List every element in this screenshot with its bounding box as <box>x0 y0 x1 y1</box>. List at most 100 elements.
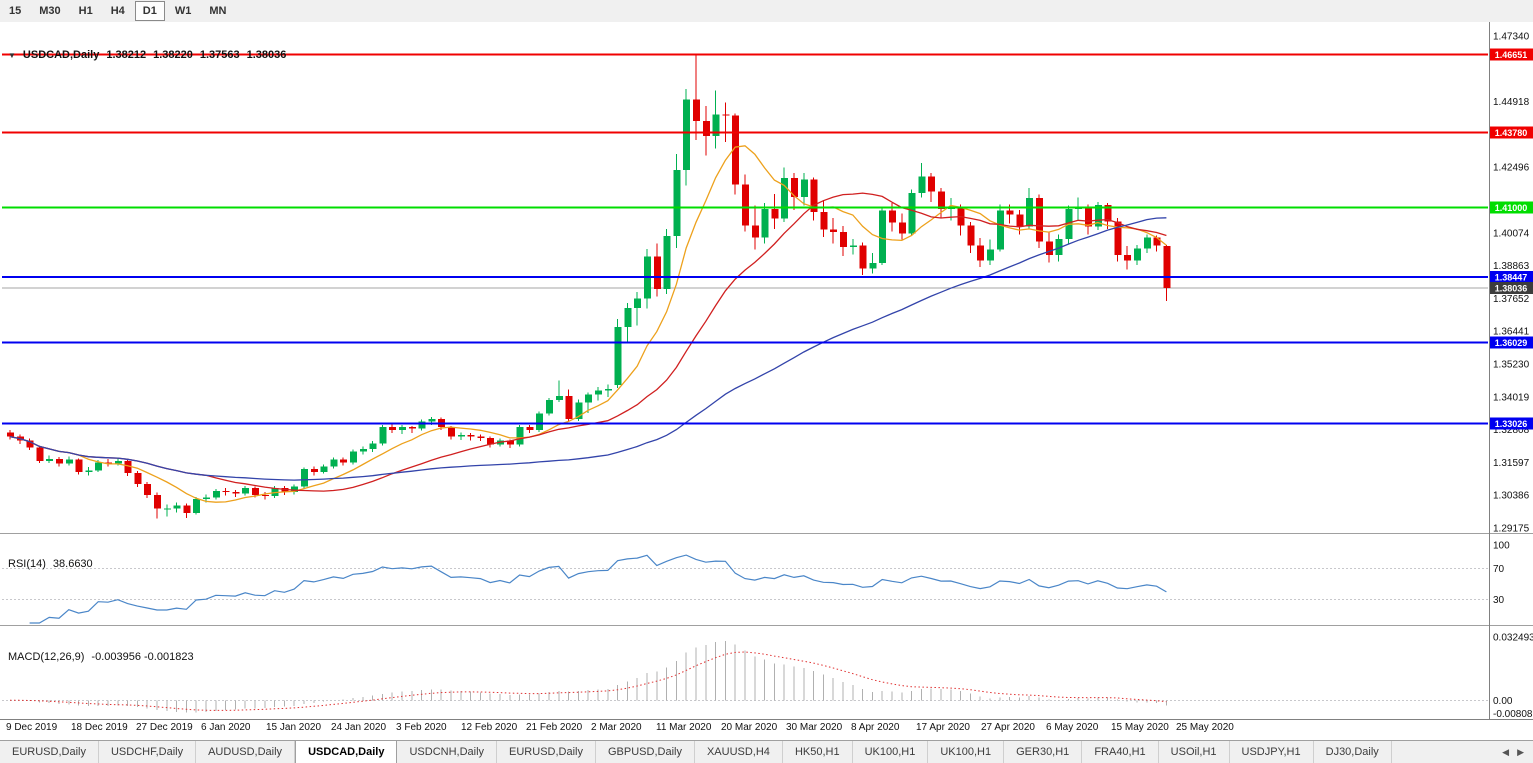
date-tick-label: 30 Mar 2020 <box>786 722 843 733</box>
bull-candle-body <box>291 486 299 493</box>
bull-candle-body <box>85 470 93 472</box>
bear-candle-body <box>1114 221 1122 256</box>
rsi-axis-label: 70 <box>1493 564 1505 575</box>
bull-candle-body <box>330 459 338 467</box>
price-line-badge-label: 1.36029 <box>1495 338 1528 348</box>
bull-candle-body <box>1143 237 1151 249</box>
bull-candle-body <box>379 427 387 444</box>
timeframe-button-mn[interactable]: MN <box>209 5 227 17</box>
date-tick-label: 25 May 2020 <box>1176 722 1234 733</box>
bull-candle-body <box>761 209 769 238</box>
rsi-line <box>29 554 1167 624</box>
chart-tab-eurusd-daily[interactable]: EURUSD,Daily <box>0 741 99 763</box>
bear-candle-body <box>310 469 318 472</box>
bull-candle-body <box>800 179 808 197</box>
bull-candle-body <box>457 435 465 437</box>
price-tick-label: 1.40074 <box>1493 228 1530 239</box>
bear-candle-body <box>26 440 34 448</box>
price-line-badge <box>1490 336 1533 349</box>
timeframe-button-15[interactable]: 15 <box>9 5 22 17</box>
chart-tab-uk100-h1[interactable]: UK100,H1 <box>853 741 929 763</box>
date-tick-label: 3 Feb 2020 <box>396 722 447 733</box>
price-line-badge-label: 1.33026 <box>1495 419 1528 429</box>
bear-candle-body <box>791 177 798 197</box>
bear-candle-body <box>889 210 896 223</box>
bear-candle-body <box>183 505 191 514</box>
chart-tab-xauusd-h4[interactable]: XAUUSD,H4 <box>695 741 783 763</box>
chart-tab-usdchf-daily[interactable]: USDCHF,Daily <box>99 741 197 763</box>
chart-tab-ger30-h1[interactable]: GER30,H1 <box>1004 741 1083 763</box>
bull-candle-body <box>399 427 406 430</box>
bear-candle-body <box>830 229 838 233</box>
chart-tab-usdcnh-daily[interactable]: USDCNH,Daily <box>397 741 498 763</box>
bull-candle-body <box>575 402 583 419</box>
bear-candle-body <box>722 114 730 116</box>
bear-candle-body <box>144 483 152 495</box>
price-tick-label: 1.30386 <box>1493 491 1530 502</box>
bull-candle-body <box>203 497 210 499</box>
ma-slow-line <box>9 217 1167 481</box>
bear-candle-body <box>340 459 348 463</box>
bear-candle-body <box>928 176 936 192</box>
bear-candle-body <box>840 232 847 247</box>
chart-tab-bar: EURUSD,Daily USDCHF,Daily AUDUSD,Daily USDC… <box>0 740 1533 763</box>
bear-candle-body <box>1153 237 1161 246</box>
bear-candle-body <box>7 432 14 437</box>
rsi-axis-label: 30 <box>1493 595 1505 606</box>
price-tick-label: 1.47340 <box>1493 32 1530 43</box>
macd-axis-label: 0.00 <box>1493 696 1513 707</box>
date-tick-label: 2 Mar 2020 <box>591 722 642 733</box>
chart-tab-usdjpy-h1[interactable]: USDJPY,H1 <box>1230 741 1314 763</box>
bull-candle-body <box>536 413 544 430</box>
chart-tab-audusd-daily[interactable]: AUDUSD,Daily <box>196 741 296 763</box>
bear-candle-body <box>154 494 161 509</box>
timeframe-button-w1[interactable]: W1 <box>174 5 192 17</box>
chart-tab-eurusd-daily[interactable]: EURUSD,Daily <box>497 741 596 763</box>
bear-candle-body <box>526 427 534 430</box>
date-axis[interactable]: 9 Dec 2019 18 Dec 2019 27 Dec 2019 6 Jan 20… <box>6 722 1234 733</box>
tab-scroll-left-icon[interactable]: ◀ <box>1502 746 1510 757</box>
bear-candle-body <box>252 488 259 495</box>
rsi-pane <box>2 554 1488 624</box>
bull-candle-body <box>359 448 367 452</box>
bull-candle-body <box>673 169 681 237</box>
timeframe-button-m30[interactable]: M30 <box>39 5 61 17</box>
chart-tab-uk100-h1[interactable]: UK100,H1 <box>928 741 1005 763</box>
bull-candle-body <box>879 210 887 264</box>
chart-tab-usdcad-daily[interactable]: USDCAD,Daily <box>295 741 398 763</box>
bear-candle-body <box>693 99 700 122</box>
moving-averages <box>9 145 1167 503</box>
price-scale[interactable]: 1.47340 1.44918 1.42496 1.40074 1.38863 1.376… <box>1489 22 1533 720</box>
bear-candle-body <box>1163 246 1171 288</box>
timeframe-button-h4[interactable]: H4 <box>110 5 125 17</box>
timeframe-button-d1[interactable]: D1 <box>134 1 165 21</box>
chart-tab-hk50-h1[interactable]: HK50,H1 <box>783 741 853 763</box>
bear-candle-body <box>222 490 230 493</box>
bear-candle-body <box>261 494 269 497</box>
bull-candle-body <box>604 389 612 391</box>
bull-candle-body <box>516 427 524 445</box>
bull-candle-body <box>320 466 328 472</box>
bear-candle-body <box>820 211 828 230</box>
bear-candle-body <box>1085 206 1092 227</box>
chart-tab-dj30-daily[interactable]: DJ30,Daily <box>1314 741 1392 763</box>
price-chart-canvas[interactable]: 1.47340 1.44918 1.42496 1.40074 1.38863 1.376… <box>0 22 1533 741</box>
date-tick-label: 11 Mar 2020 <box>656 722 712 733</box>
date-tick-label: 12 Feb 2020 <box>461 722 518 733</box>
chart-tab-gbpusd-daily[interactable]: GBPUSD,Daily <box>596 741 695 763</box>
price-tick-label: 1.44918 <box>1493 97 1530 108</box>
bear-candle-body <box>565 395 573 419</box>
chart-tab-usoil-h1[interactable]: USOil,H1 <box>1159 741 1230 763</box>
symbol-dropdown-icon[interactable]: ▼ <box>8 50 16 60</box>
bear-candle-body <box>771 209 779 219</box>
bear-candle-body <box>742 184 749 226</box>
price-line-badge-label: 1.43780 <box>1495 128 1528 138</box>
timeframe-button-h1[interactable]: H1 <box>78 5 93 17</box>
pane-dividers[interactable] <box>0 533 1533 720</box>
tab-scroll-right-icon[interactable]: ▶ <box>1517 746 1524 757</box>
chart-tab-fra40-h1[interactable]: FRA40,H1 <box>1082 741 1159 763</box>
date-tick-label: 27 Dec 2019 <box>136 722 193 733</box>
bull-candle-body <box>95 462 103 471</box>
price-tick-label: 1.34019 <box>1493 392 1530 403</box>
horizontal-lines[interactable] <box>2 53 1488 425</box>
